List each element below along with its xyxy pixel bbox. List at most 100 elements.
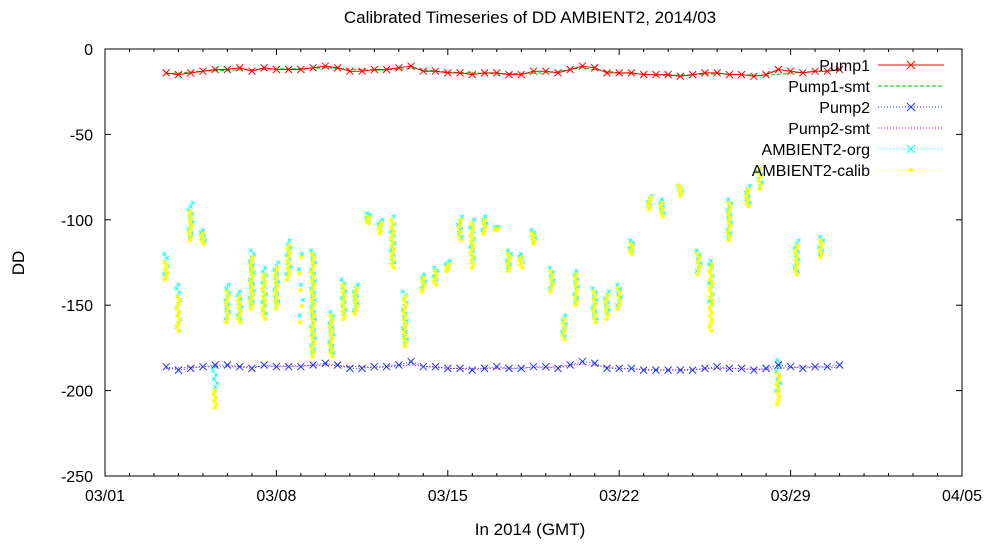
legend: Pump1 Pump1-smt Pump2 Pump2-smt AMBIENT2-org… (752, 58, 944, 180)
ambient2-calib-point (758, 174, 763, 179)
pump1-point (284, 65, 293, 74)
ambient2-calib-point (592, 297, 597, 302)
ambient2-calib-point (707, 269, 712, 274)
series-pump2 (162, 357, 844, 374)
ambient2-calib-point (352, 311, 357, 316)
ambient2-org-point (706, 280, 712, 286)
ambient2-calib-point (329, 346, 335, 352)
y-axis-label: DD (9, 251, 28, 276)
pump1-point (394, 63, 403, 72)
pump2-point (358, 364, 366, 373)
ambient2-calib-point (818, 255, 823, 260)
pump2-point (199, 362, 207, 371)
ambient2-org-point (606, 289, 612, 294)
ambient2-calib-point (659, 200, 665, 205)
ambient2-calib-point (604, 308, 609, 313)
ambient2-calib-point (238, 320, 243, 325)
pump2-point (725, 364, 734, 373)
ambient2-calib-point (574, 272, 579, 277)
ambient2-org-point (248, 248, 254, 253)
ambient2-calib-point (433, 275, 438, 280)
pump2-point (566, 361, 575, 369)
ambient2-calib-point (312, 301, 317, 306)
ambient2-calib-point (249, 277, 255, 282)
pump2-point (443, 364, 452, 373)
pump2-point (297, 362, 305, 371)
pump1-point (272, 65, 281, 74)
pump1-point (541, 67, 550, 76)
ambient2-calib-point (658, 204, 663, 209)
ambient2-calib-point (660, 207, 665, 212)
ambient2-org-point (200, 227, 206, 233)
plot-frame (104, 48, 963, 477)
ambient2-calib-point (745, 190, 750, 195)
ambient2-calib-point (312, 320, 317, 325)
ambient2-calib-point (707, 288, 712, 293)
ambient2-calib-point (574, 280, 580, 285)
ambient2-calib-point (795, 272, 800, 277)
ambient2-calib-point (560, 333, 566, 338)
ambient2-org-point (391, 214, 396, 219)
pump1-point (835, 65, 844, 74)
pump2-point (407, 357, 415, 366)
ambient2-calib-point (434, 282, 439, 287)
pump1-point (419, 67, 428, 76)
pump1-point (468, 70, 477, 79)
ambient2-org-point (355, 282, 361, 287)
ambient2-calib-point (401, 309, 406, 315)
ambient2-calib-point (312, 282, 317, 287)
ambient2-org-point (237, 289, 242, 294)
ambient2-calib-point (176, 328, 182, 333)
ambient2-calib-point (225, 304, 231, 310)
ambient2-calib-point (659, 210, 664, 216)
pump2-point (823, 362, 832, 371)
y-tick-label: 0 (84, 42, 93, 59)
ambient2-calib-point (468, 232, 474, 237)
ambient2-calib-point (818, 238, 823, 243)
y-tick-label: -50 (70, 127, 93, 144)
pump2-point (541, 362, 550, 371)
ambient2-calib-point (470, 228, 475, 233)
ambient2-calib-point (618, 298, 623, 303)
pump1-point (333, 63, 342, 72)
pump1-point (615, 69, 624, 77)
ambient2-calib-point (505, 262, 510, 267)
ambient2-org-point (459, 214, 465, 219)
ambient2-calib-point (776, 398, 781, 403)
pump2-point (750, 366, 758, 374)
pump1-point (456, 69, 464, 77)
ambient2-calib-point (175, 313, 180, 318)
ambient2-calib-point (481, 221, 487, 226)
ambient2-org-point (472, 217, 477, 222)
ambient2-calib-point (726, 230, 731, 235)
pump2-point (676, 366, 685, 374)
ambient2-calib-point (432, 268, 438, 274)
ambient2-calib-point (237, 312, 242, 318)
ambient2-calib-point (261, 313, 266, 318)
pump2-point (174, 366, 183, 374)
ambient2-calib-point (648, 195, 654, 200)
pump1-point (517, 70, 526, 79)
ambient2-calib-point (200, 231, 206, 236)
ambient2-calib-point (340, 282, 345, 287)
pump2-point (186, 364, 195, 373)
ambient2-calib-point (592, 316, 597, 321)
ambient2-calib-point (262, 290, 267, 296)
ambient2-calib-point (605, 304, 610, 310)
ambient2-calib-point (224, 289, 229, 294)
ambient2-calib-point (237, 294, 242, 299)
ambient2-org-point (263, 265, 268, 270)
ambient2-calib-point (341, 290, 346, 295)
ambient2-calib-point (628, 241, 633, 246)
ambient2-calib-point (329, 328, 335, 333)
ambient2-org-point (298, 282, 304, 287)
ambient2-calib-point (310, 278, 315, 283)
ambient2-calib-point (225, 297, 230, 302)
ambient2-calib-point (708, 265, 714, 271)
ambient2-calib-point (391, 265, 397, 270)
ambient2-calib-point (402, 305, 408, 311)
pump1-point (382, 65, 391, 74)
ambient2-calib-point (390, 250, 395, 256)
pump2-point (321, 359, 330, 368)
ambient2-calib-point (573, 283, 578, 289)
